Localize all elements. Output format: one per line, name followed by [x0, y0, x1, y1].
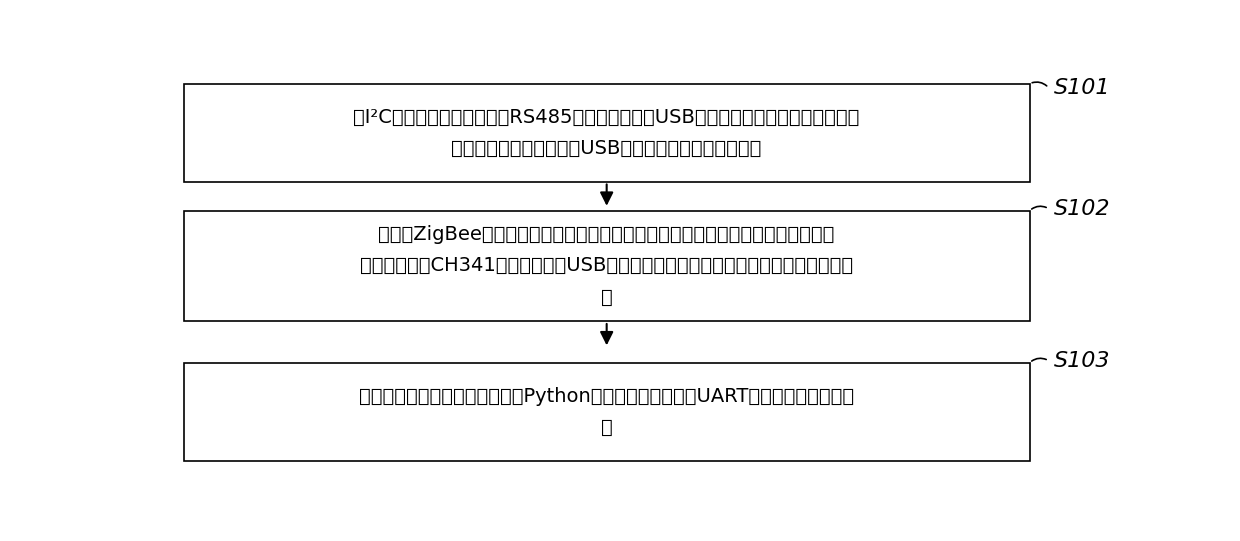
Bar	[184, 84, 1029, 182]
Text: S103: S103	[1054, 351, 1110, 371]
Text: S102: S102	[1054, 199, 1110, 219]
Text: 对I²C型接口、电压型接口和RS485型接口统一化为USB接口；采用树莓派开发平台作为: 对I²C型接口、电压型接口和RS485型接口统一化为USB接口；采用树莓派开发平…	[353, 108, 859, 127]
Text: 用于远程数据接收的上位机采用Python编写，且协调器使用UART方式与上位机进行通: 用于远程数据接收的上位机采用Python编写，且协调器使用UART方式与上位机进…	[360, 387, 854, 406]
Text: 信: 信	[601, 418, 613, 437]
Bar	[184, 363, 1029, 461]
Text: 采集节点，负责采集各个USB接口的数据并进行汇总处理: 采集节点，负责采集各个USB接口的数据并进行汇总处理	[451, 138, 761, 158]
Bar	[184, 211, 1029, 321]
Text: 择: 择	[601, 288, 613, 307]
Text: 用无线芯片和CH341模块构建基于USB接口的协调器。且依据实际情况对协议栈进行选: 用无线芯片和CH341模块构建基于USB接口的协调器。且依据实际情况对协议栈进行…	[360, 256, 853, 275]
Text: S101: S101	[1054, 78, 1110, 98]
Text: 基于对ZigBee协议栈及无线芯片进行分析，搭建无线传感器系统的终端节点，及采: 基于对ZigBee协议栈及无线芯片进行分析，搭建无线传感器系统的终端节点，及采	[378, 225, 835, 244]
